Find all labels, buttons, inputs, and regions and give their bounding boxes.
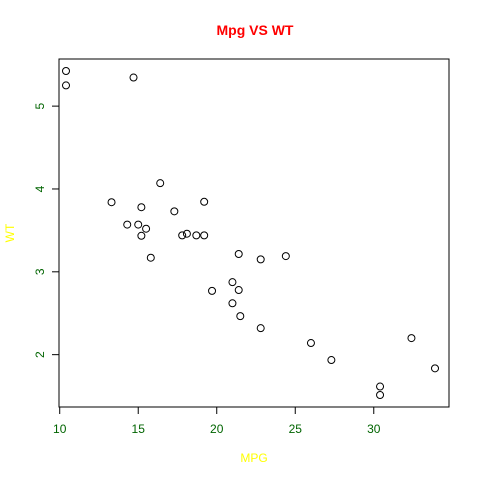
data-points	[62, 67, 439, 399]
data-point	[234, 286, 243, 295]
data-point	[123, 220, 132, 229]
data-point	[146, 253, 155, 262]
data-point	[200, 231, 209, 240]
data-point	[256, 255, 265, 264]
data-point	[208, 286, 217, 295]
x-tick-label: 15	[132, 422, 146, 436]
data-point	[236, 312, 245, 321]
data-point	[407, 334, 416, 343]
data-point	[156, 179, 165, 188]
data-point	[256, 324, 265, 333]
data-point	[134, 220, 143, 229]
y-tick-label: 2	[33, 351, 47, 358]
data-point	[129, 73, 138, 82]
data-point	[327, 356, 336, 365]
data-point	[228, 299, 237, 308]
y-tick-label: 3	[33, 268, 47, 275]
data-point	[200, 197, 209, 206]
y-axis-label: WT	[3, 223, 17, 242]
data-point	[192, 231, 201, 240]
x-tick-label: 10	[53, 422, 67, 436]
data-point	[137, 203, 146, 212]
x-tick-label: 20	[210, 422, 224, 436]
y-axis: 2 3 4 5	[33, 102, 60, 358]
data-point	[170, 207, 179, 216]
data-point	[431, 364, 439, 373]
data-point	[306, 339, 315, 348]
x-axis-label: MPG	[240, 451, 267, 465]
data-point	[137, 231, 146, 240]
x-tick-label: 25	[289, 422, 303, 436]
data-point	[182, 229, 191, 238]
x-axis: 10 15 20 25 30	[53, 406, 381, 436]
data-point	[281, 252, 290, 261]
y-tick-label: 4	[33, 185, 47, 192]
data-point	[62, 67, 70, 75]
data-point	[107, 198, 116, 207]
data-point	[234, 250, 243, 259]
data-point	[178, 231, 187, 240]
data-point	[142, 224, 151, 233]
data-point	[376, 391, 385, 399]
y-tick-label: 5	[33, 102, 47, 109]
chart-title: Mpg VS WT	[217, 22, 294, 38]
plot-area	[58, 58, 450, 408]
data-point	[62, 81, 70, 90]
data-point	[376, 382, 385, 391]
data-point	[228, 278, 237, 287]
x-tick-label: 30	[367, 422, 381, 436]
